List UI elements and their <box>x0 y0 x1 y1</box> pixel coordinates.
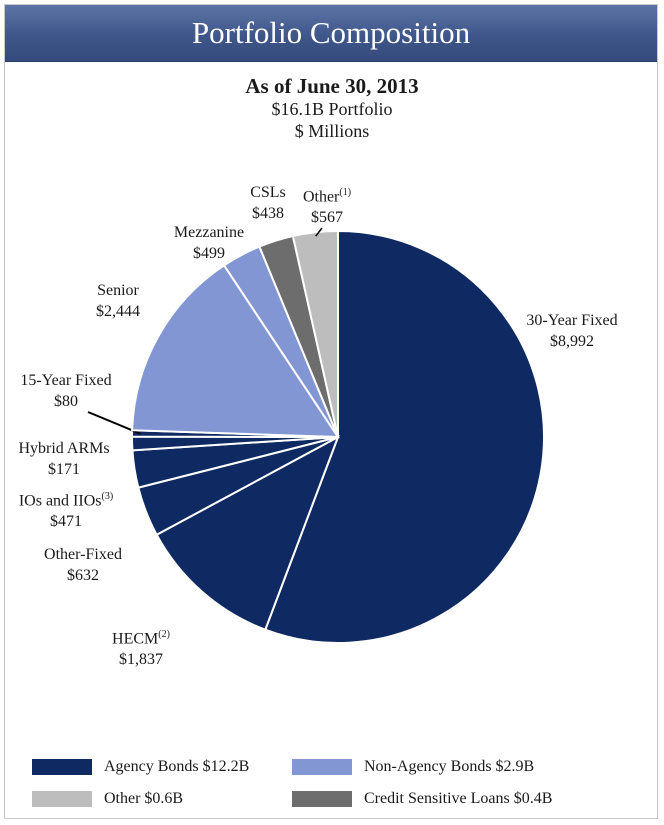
slice-value: $632 <box>66 567 99 584</box>
pie-slice-30-year-fixed <box>263 229 545 644</box>
legend-label: Other $0.6B <box>104 790 184 807</box>
chart-subtitle-portfolio: $16.1B Portfolio <box>271 99 393 119</box>
slice-name: HECM(2) <box>112 629 170 648</box>
legend-swatch <box>292 791 352 807</box>
legend-swatch <box>32 791 92 807</box>
legend-item-credit-sensitive-loans: Credit Sensitive Loans $0.4B <box>292 790 552 808</box>
slice-label-other-fixed: Other-Fixed $632 <box>44 544 122 586</box>
legend-label: Non-Agency Bonds $2.9B <box>364 758 535 775</box>
pie-slice-hecm <box>155 434 340 632</box>
slice-name: Hybrid ARMs <box>18 440 110 457</box>
chart-title: As of June 30, 2013 <box>245 74 419 98</box>
slice-value: $2,444 <box>96 303 140 320</box>
slice-name: Other(1) <box>302 187 352 206</box>
slice-name: 30-Year Fixed <box>526 312 618 329</box>
slice-label-senior: Senior $2,444 <box>96 280 140 322</box>
slice-value: $567 <box>310 209 343 227</box>
slice-name: Senior <box>97 282 139 299</box>
slice-name: Other-Fixed <box>44 546 122 563</box>
panel-header: Portfolio Composition <box>5 5 657 62</box>
legend-item-non-agency-bonds: Non-Agency Bonds $2.9B <box>292 758 534 776</box>
slice-name: Mezzanine <box>173 224 245 241</box>
slice-label-csls: CSLs $438 <box>250 182 286 224</box>
slice-label-hecm: HECM(2) $1,837 <box>112 624 170 670</box>
legend-label: Agency Bonds $12.2B <box>104 758 250 775</box>
slice-label-30-year-fixed: 30-Year Fixed $8,992 <box>526 310 617 352</box>
slice-name: IOs and IIOs(3) <box>18 491 114 510</box>
pie-slice-senior <box>131 263 340 439</box>
chart-legend: Agency Bonds $12.2B Non-Agency Bonds $2.… <box>0 750 664 810</box>
slice-label-mezzanine: Mezzanine $499 <box>174 222 244 264</box>
legend-label: Credit Sensitive Loans $0.4B <box>364 790 553 807</box>
slice-name: 15-Year Fixed <box>20 372 112 389</box>
chart-titles: As of June 30, 2013 $16.1B Portfolio $ M… <box>0 74 664 142</box>
slice-value: $80 <box>53 393 78 410</box>
slice-name: CSLs <box>250 184 286 201</box>
slice-value: $471 <box>49 513 82 531</box>
slice-value: $8,992 <box>549 333 594 350</box>
pie-slice-other <box>291 229 339 438</box>
slice-value: $438 <box>251 205 284 222</box>
leader-line-other <box>315 227 323 237</box>
slice-value: $499 <box>193 245 225 262</box>
legend-swatch <box>32 759 92 775</box>
slice-label-ios-iios: IOs and IIOs(3) $471 <box>19 486 113 532</box>
slice-value: $1,837 <box>119 651 163 669</box>
slice-label-other: Other(1) $567 <box>303 182 351 228</box>
slice-value: $171 <box>48 461 80 478</box>
slice-label-15-year-fixed: 15-Year Fixed $80 <box>20 370 111 412</box>
chart-subtitle-units: $ Millions <box>294 121 370 141</box>
legend-item-other: Other $0.6B <box>32 790 183 808</box>
legend-swatch <box>292 759 352 775</box>
slice-label-hybrid-arms: Hybrid ARMs $171 <box>18 438 109 480</box>
legend-item-agency-bonds: Agency Bonds $12.2B <box>32 758 249 776</box>
chart-panel: Portfolio Composition <box>4 4 658 819</box>
